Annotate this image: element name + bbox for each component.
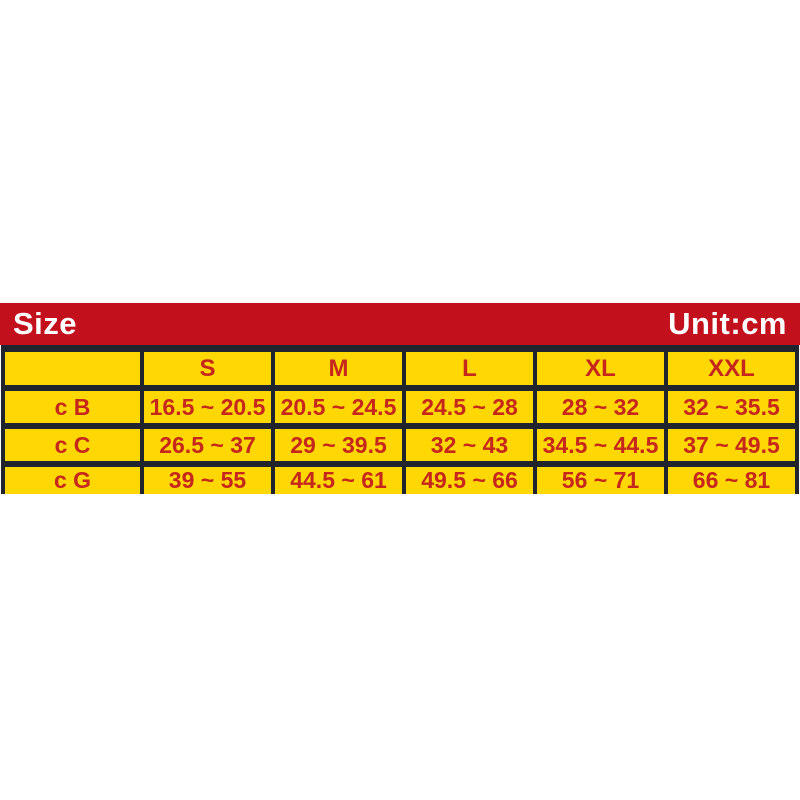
size-table: S M L XL XXL c B 16.5 ~ 20.5 20.5 ~ 24.5… bbox=[1, 345, 799, 494]
size-chart-titlebar: Size Unit:cm bbox=[0, 303, 800, 345]
table-row: c G 39 ~ 55 44.5 ~ 61 49.5 ~ 66 56 ~ 71 … bbox=[1, 461, 799, 494]
table-cell: 37 ~ 49.5 bbox=[664, 423, 799, 467]
table-cell: 56 ~ 71 bbox=[533, 461, 668, 494]
unit-label: Unit:cm bbox=[668, 306, 787, 341]
row-label: c C bbox=[1, 423, 144, 467]
table-cell: 16.5 ~ 20.5 bbox=[140, 385, 275, 429]
column-header-xl: XL bbox=[533, 345, 668, 391]
table-cell: 32 ~ 35.5 bbox=[664, 385, 799, 429]
column-header-xxl: XXL bbox=[664, 345, 799, 391]
table-row: c C 26.5 ~ 37 29 ~ 39.5 32 ~ 43 34.5 ~ 4… bbox=[1, 423, 799, 467]
size-table-header-row: S M L XL XXL bbox=[1, 345, 799, 391]
column-header-blank bbox=[1, 345, 144, 391]
table-row: c B 16.5 ~ 20.5 20.5 ~ 24.5 24.5 ~ 28 28… bbox=[1, 385, 799, 429]
size-chart-title: Size bbox=[13, 306, 78, 341]
row-label: c B bbox=[1, 385, 144, 429]
table-cell: 28 ~ 32 bbox=[533, 385, 668, 429]
table-cell: 34.5 ~ 44.5 bbox=[533, 423, 668, 467]
table-cell: 66 ~ 81 bbox=[664, 461, 799, 494]
column-header-s: S bbox=[140, 345, 275, 391]
column-header-m: M bbox=[271, 345, 406, 391]
table-cell: 44.5 ~ 61 bbox=[271, 461, 406, 494]
table-cell: 32 ~ 43 bbox=[402, 423, 537, 467]
row-label: c G bbox=[1, 461, 144, 494]
size-chart: Size Unit:cm S M L XL XXL c B 16.5 ~ bbox=[0, 303, 800, 494]
column-header-l: L bbox=[402, 345, 537, 391]
table-cell: 24.5 ~ 28 bbox=[402, 385, 537, 429]
table-cell: 49.5 ~ 66 bbox=[402, 461, 537, 494]
table-cell: 20.5 ~ 24.5 bbox=[271, 385, 406, 429]
table-cell: 39 ~ 55 bbox=[140, 461, 275, 494]
table-cell: 26.5 ~ 37 bbox=[140, 423, 275, 467]
table-cell: 29 ~ 39.5 bbox=[271, 423, 406, 467]
